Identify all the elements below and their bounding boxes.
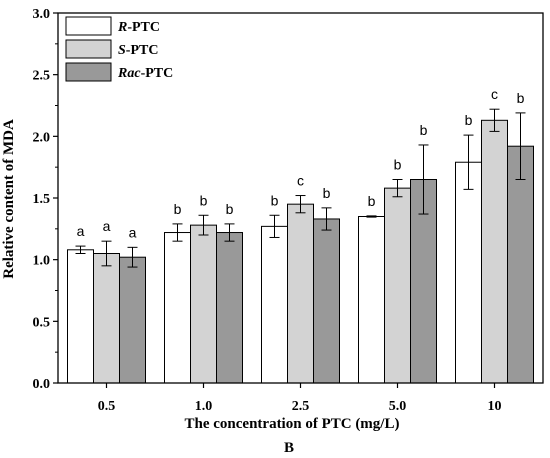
bar	[313, 218, 340, 384]
bar	[261, 225, 288, 384]
y-tick-label: 1.0	[33, 254, 51, 269]
bar	[93, 253, 120, 384]
significance-label: b	[174, 201, 182, 217]
significance-label: b	[200, 192, 208, 208]
error-bars-layer	[75, 108, 526, 268]
significance-label: b	[394, 157, 402, 173]
bar	[190, 224, 217, 384]
significance-label: c	[491, 86, 498, 102]
bar	[358, 216, 385, 384]
bar	[164, 232, 191, 384]
legend: R-PTC S-PTC Rac-PTC	[65, 16, 173, 82]
bar	[67, 249, 94, 384]
bar	[455, 161, 482, 384]
y-tick-label: 2.0	[33, 130, 51, 145]
bars-layer	[67, 119, 534, 384]
panel-label: B	[284, 440, 294, 456]
legend-swatch	[65, 16, 112, 36]
significance-label: b	[420, 122, 428, 138]
significance-label: a	[77, 223, 85, 239]
x-axis: 0.5 1.0 2.5 5.0 10	[98, 383, 502, 414]
y-axis-title: Relative content of MDA	[1, 119, 17, 279]
significance-label: a	[129, 224, 137, 240]
significance-labels-layer: a a a b b b b c b b b b b c b	[77, 86, 525, 240]
significance-label: b	[465, 112, 473, 128]
y-tick-label: 3.0	[33, 7, 51, 22]
legend-swatch	[65, 62, 112, 82]
x-tick-label: 2.5	[292, 399, 310, 414]
significance-label: b	[517, 90, 525, 106]
y-tick-label: 0.0	[33, 377, 51, 392]
bar	[507, 145, 534, 384]
bar	[481, 119, 508, 384]
legend-swatch	[65, 39, 112, 59]
significance-label: b	[271, 192, 279, 208]
bar	[119, 256, 146, 384]
significance-label: b	[368, 193, 376, 209]
significance-label: b	[226, 201, 234, 217]
significance-label: a	[103, 218, 111, 234]
x-tick-label: 1.0	[195, 399, 213, 414]
x-tick-label: 5.0	[389, 399, 407, 414]
significance-label: c	[297, 173, 304, 189]
x-tick-label: 0.5	[98, 399, 116, 414]
bar	[287, 203, 314, 384]
x-axis-title: The concentration of PTC (mg/L)	[185, 416, 400, 432]
x-tick-label: 10	[488, 399, 502, 414]
y-tick-label: 2.5	[33, 69, 51, 84]
bar	[384, 187, 411, 384]
significance-label: b	[323, 185, 331, 201]
legend-label: S-PTC	[118, 43, 158, 58]
legend-label: Rac-PTC	[117, 66, 173, 81]
legend-label: R-PTC	[117, 20, 160, 35]
bar	[216, 232, 243, 384]
y-tick-label: 1.5	[33, 192, 51, 207]
y-axis: 0.0 0.5 1.0 1.5 2.0 2.5 3.0	[33, 7, 58, 392]
y-tick-label: 0.5	[33, 315, 51, 330]
